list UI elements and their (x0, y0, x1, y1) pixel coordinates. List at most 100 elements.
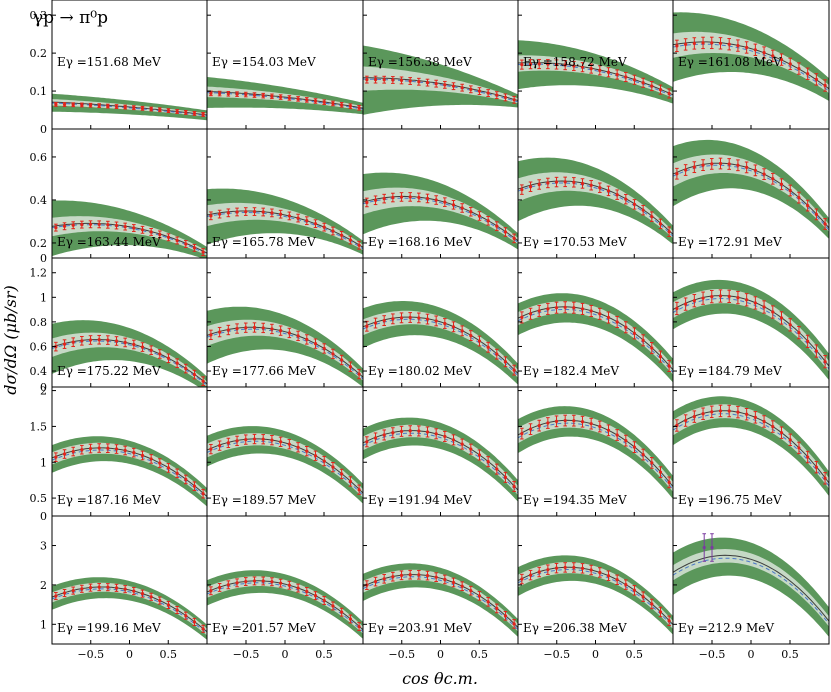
data-point (797, 331, 801, 335)
data-point (235, 92, 239, 96)
panel-plot-area (52, 200, 207, 258)
data-point (650, 84, 654, 88)
central-curve (207, 326, 363, 378)
y-tick-label: 0.6 (30, 340, 48, 353)
data-point (753, 48, 757, 52)
dashed-curve (52, 340, 207, 386)
data-point (469, 589, 473, 593)
data-point (106, 104, 110, 108)
central-curve (673, 162, 829, 229)
data-point (460, 86, 464, 90)
dashed-curve (363, 197, 518, 243)
data-point (252, 209, 257, 214)
data-point (469, 87, 473, 91)
data-point (823, 83, 827, 88)
data-point (226, 328, 230, 332)
panel-plot-area (52, 93, 207, 121)
data-point (788, 438, 792, 442)
data-point (727, 409, 731, 413)
data-point (313, 454, 318, 458)
uncertainty-band-inner (673, 289, 829, 372)
central-curve (518, 306, 673, 371)
data-point (580, 566, 585, 570)
energy-label: Eγ =184.79 MeV (678, 364, 782, 378)
data-point (226, 92, 230, 96)
y-tick-label: 1 (40, 618, 47, 631)
data-point (745, 298, 749, 302)
data-point (399, 316, 404, 320)
data-point (563, 565, 567, 570)
data-point (692, 165, 696, 169)
dashed-curve (52, 588, 207, 635)
data-point (460, 584, 464, 588)
data-point (373, 198, 378, 202)
data-point (451, 580, 456, 585)
data-point (537, 309, 541, 313)
data-point (252, 93, 257, 97)
data-point (88, 222, 93, 226)
data-point (348, 365, 352, 369)
data-point (546, 307, 550, 311)
data-point (348, 104, 352, 108)
data-point (469, 333, 473, 338)
y-tick-label: 0 (40, 123, 47, 136)
data-point (615, 320, 619, 324)
data-point (331, 604, 335, 608)
data-point (563, 305, 567, 309)
data-point (88, 446, 93, 451)
y-tick-label: 0.1 (30, 85, 48, 98)
data-point (80, 339, 84, 343)
data-point (710, 545, 714, 550)
central-curve (673, 410, 829, 484)
data-point (477, 453, 482, 457)
data-point (184, 110, 188, 115)
energy-label: Eγ =151.68 MeV (57, 55, 161, 69)
data-point (580, 65, 585, 69)
data-point (624, 583, 628, 587)
data-point (270, 211, 274, 215)
data-point (753, 301, 757, 305)
data-point (762, 419, 766, 424)
uncertainty-band-outer (518, 293, 673, 383)
energy-label: Eγ =212.9 MeV (678, 621, 774, 635)
data-point (554, 566, 559, 570)
data-point (71, 223, 75, 227)
x-tick-label: 0 (126, 648, 133, 661)
data-point (348, 238, 352, 242)
data-point (667, 91, 671, 96)
data-point (270, 94, 274, 98)
data-point (589, 568, 593, 572)
data-point (235, 581, 239, 585)
energy-label: Eγ =189.57 MeV (212, 493, 316, 507)
data-point (106, 446, 110, 450)
data-point (658, 470, 663, 474)
data-point (357, 106, 361, 110)
panel: −0.5 0 0.5 Eγ =203.91 MeV (362, 515, 519, 661)
uncertainty-band-outer (207, 570, 363, 639)
data-point (762, 172, 766, 176)
data-point (615, 433, 619, 437)
data-point (391, 575, 395, 579)
data-point (814, 349, 818, 353)
panel: −0.5 0 0.5 Eγ =206.38 MeV (517, 515, 674, 661)
data-point (382, 433, 386, 437)
y-tick-label: 0.8 (30, 316, 48, 329)
data-point (788, 62, 792, 66)
data-point (503, 614, 508, 618)
data-point (322, 100, 326, 104)
y-axis-title: dσ/dΩ (μb/sr) (1, 285, 20, 395)
data-point (495, 224, 499, 228)
data-point (632, 588, 637, 592)
data-point (218, 330, 222, 334)
data-point (132, 226, 136, 230)
data-point (365, 324, 369, 328)
data-point (71, 340, 75, 344)
data-point (641, 452, 645, 457)
data-point (589, 309, 593, 313)
data-point (736, 43, 740, 48)
energy-label: Eγ =191.94 MeV (368, 493, 472, 507)
panel: 1 2 3 0 −0.5 0 0.5 Eγ =199.16 MeV (40, 510, 208, 661)
data-point (340, 233, 344, 237)
data-point (520, 431, 524, 436)
data-point (667, 230, 671, 234)
